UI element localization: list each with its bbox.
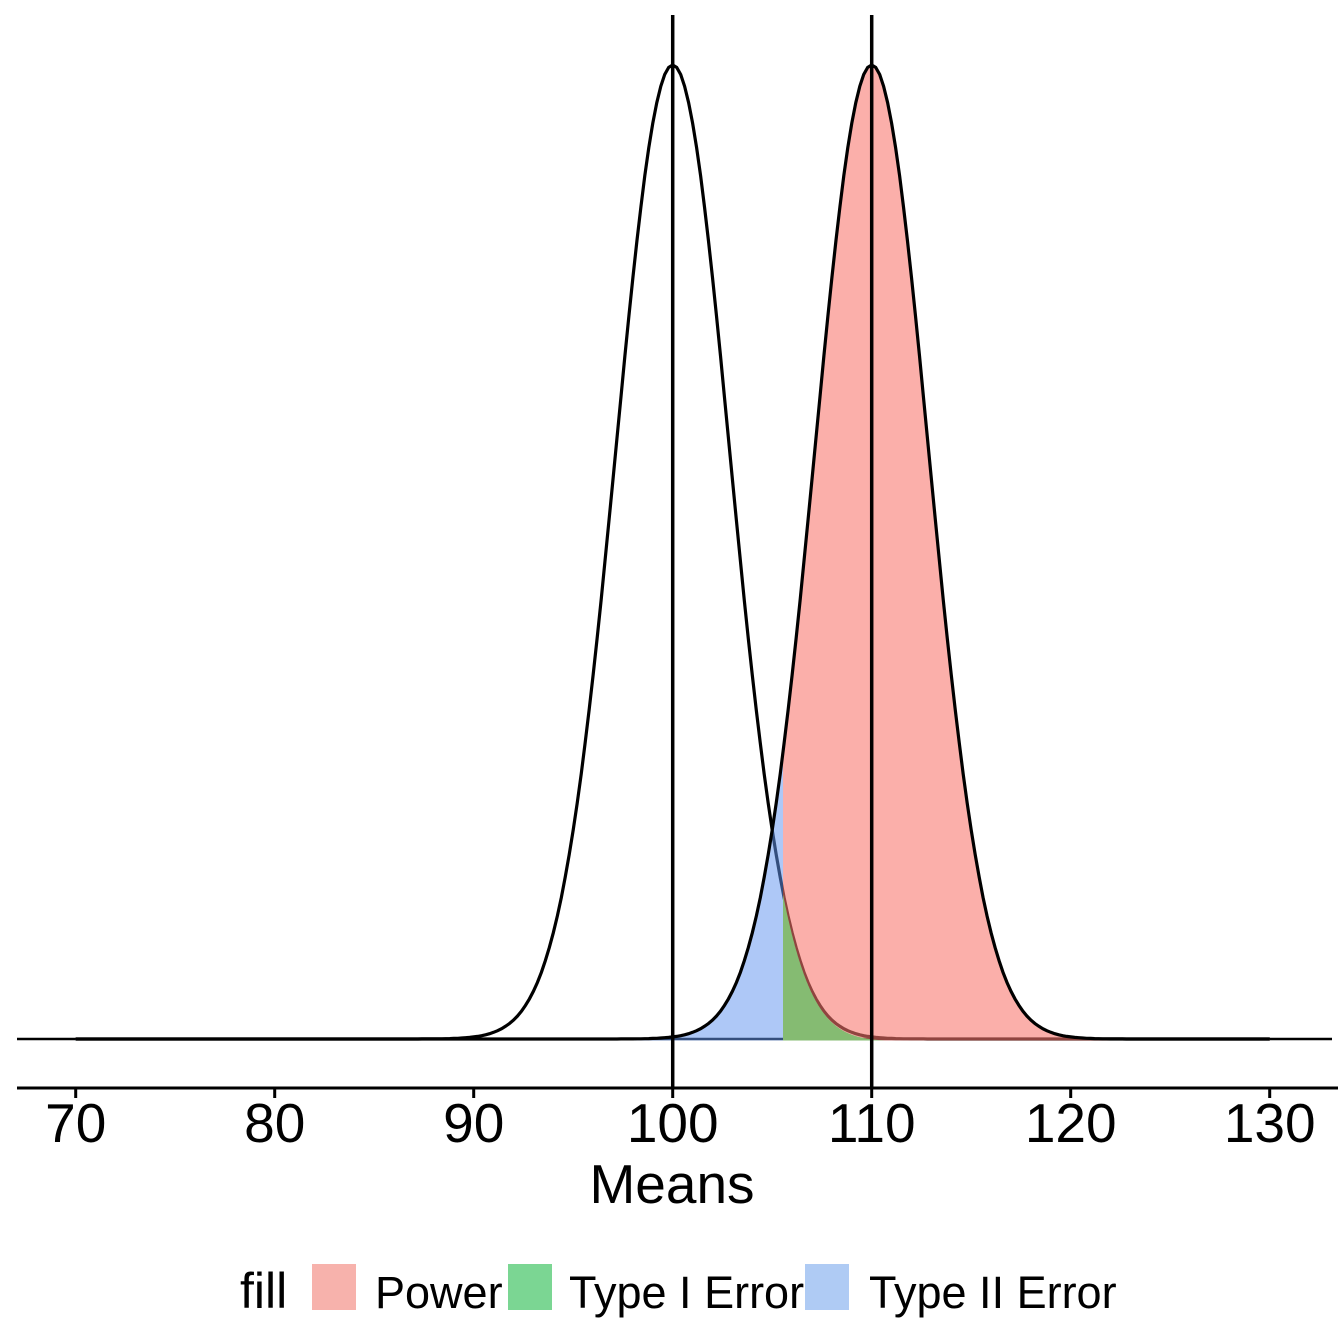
x-axis-tick-label: 130 — [1224, 1092, 1316, 1154]
x-axis-tick-label: 100 — [627, 1092, 719, 1154]
plot-area — [17, 15, 1332, 1088]
legend-swatch-type-i-error — [508, 1264, 552, 1310]
legend-swatch-power — [312, 1264, 356, 1310]
legend-swatch-type-ii-error — [805, 1264, 849, 1310]
legend-label-power: Power — [375, 1267, 503, 1318]
x-axis-tick-label: 90 — [443, 1092, 504, 1154]
x-axis-tick-label: 120 — [1025, 1092, 1117, 1154]
x-axis-tick-label: 80 — [244, 1092, 305, 1154]
x-axis-tick-label: 70 — [45, 1092, 106, 1154]
legend-label-type-ii-error: Type II Error — [869, 1267, 1117, 1318]
type1-error-region — [783, 894, 912, 1041]
x-axis: 70 80 90 100 110 120 130 — [17, 1086, 1338, 1154]
type2-error-region — [75, 752, 783, 1041]
power-region — [783, 65, 1270, 1041]
x-axis-title: Means — [589, 1153, 754, 1215]
legend-title: fill — [240, 1263, 287, 1319]
x-axis-tick-label: 110 — [828, 1092, 916, 1154]
legend: fill Power Type I Error Type II Error — [240, 1263, 1117, 1319]
legend-label-type-i-error: Type I Error — [569, 1267, 804, 1318]
